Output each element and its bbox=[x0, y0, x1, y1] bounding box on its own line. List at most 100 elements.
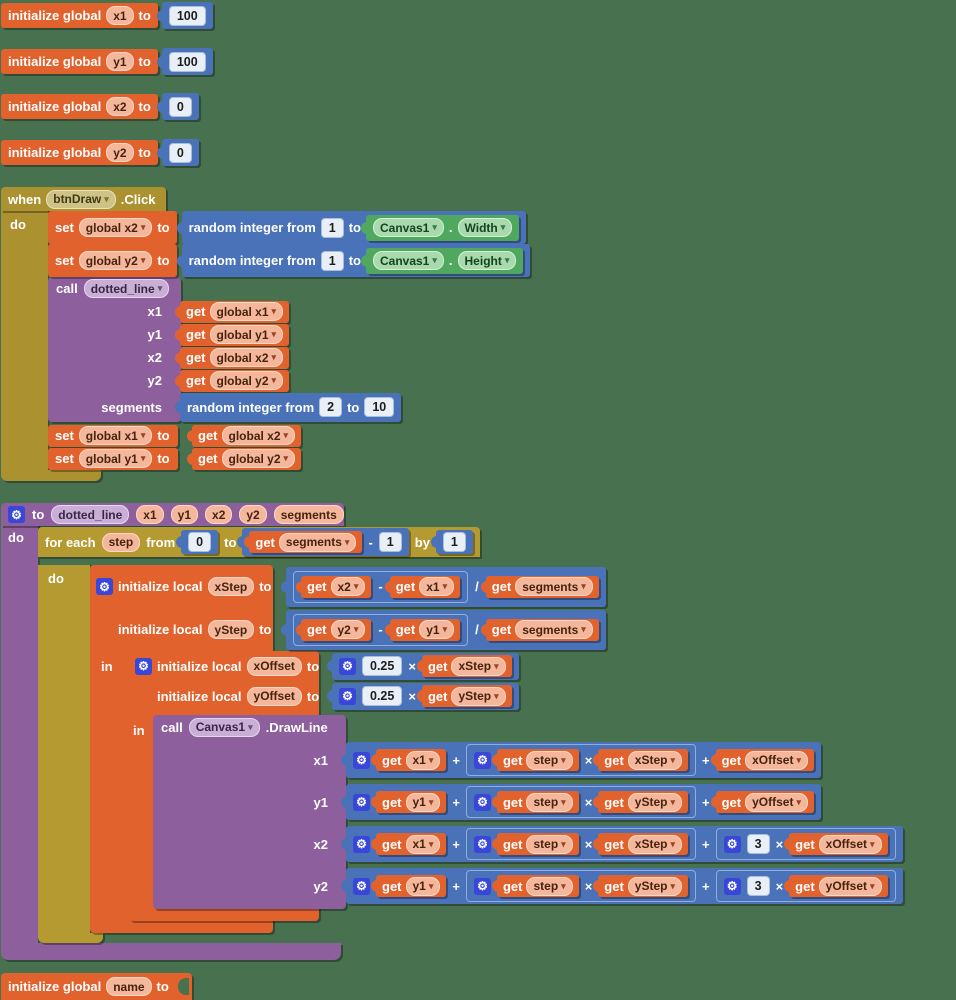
number-field[interactable]: 1 bbox=[378, 532, 402, 552]
number-block[interactable]: 1 bbox=[435, 530, 473, 554]
var-dropdown[interactable]: xStep ▾ bbox=[627, 750, 683, 770]
var-dropdown[interactable]: y1 ▾ bbox=[419, 620, 455, 639]
procedure-header[interactable]: ⚙ to dotted_line x1 y1 x2 y2 segments bbox=[1, 503, 344, 526]
set-block[interactable]: set global x2 ▾ to bbox=[48, 211, 177, 244]
mutator-gear-icon[interactable]: ⚙ bbox=[96, 578, 113, 595]
get-block[interactable]: get xOffset ▾ bbox=[715, 749, 814, 771]
init-global-y1-block[interactable]: initialize global y1 to 100 bbox=[1, 48, 213, 75]
get-block[interactable]: get yOffset ▾ bbox=[789, 875, 888, 897]
component-dropdown[interactable]: btnDraw ▾ bbox=[46, 189, 116, 209]
component-getter-block[interactable]: Canvas1 ▾ . Width ▾ bbox=[365, 214, 520, 241]
get-block[interactable]: get global y2 ▾ bbox=[192, 447, 302, 470]
get-block[interactable]: get segments ▾ bbox=[249, 531, 363, 553]
get-block[interactable]: get xOffset ▾ bbox=[789, 833, 888, 855]
var-dropdown[interactable]: y1 ▾ bbox=[405, 792, 441, 812]
var-dropdown[interactable]: y2 ▾ bbox=[330, 620, 366, 639]
init-global-x2-body[interactable]: initialize global x2 to bbox=[1, 94, 158, 119]
mutator-gear-icon[interactable]: ⚙ bbox=[473, 751, 491, 769]
set-block[interactable]: set global x1 ▾ to bbox=[48, 424, 178, 447]
number-field[interactable]: 1 bbox=[442, 532, 466, 552]
addition-block[interactable]: ⚙ get x1 ▾ + ⚙ bbox=[346, 826, 903, 862]
call-dotted-line-block[interactable]: call dotted_line ▾ x1 get global x1 ▾ y1 g… bbox=[48, 277, 402, 422]
var-dropdown[interactable]: global y2 ▾ bbox=[78, 251, 153, 270]
drawline-header[interactable]: call Canvas1 ▾ .DrawLine bbox=[153, 715, 346, 739]
var-dropdown[interactable]: x1 ▾ bbox=[405, 834, 441, 854]
get-block[interactable]: get global y1 ▾ bbox=[180, 323, 290, 346]
local-name-chip[interactable]: xOffset bbox=[246, 656, 302, 676]
addition-block[interactable]: ⚙ get y1 ▾ + ⚙ bbox=[346, 784, 821, 820]
number-block[interactable]: 0 bbox=[181, 530, 219, 554]
var-dropdown[interactable]: yOffset ▾ bbox=[818, 876, 882, 896]
set-global-x2-row[interactable]: set global x2 ▾ to random integer from 1 … bbox=[48, 211, 530, 244]
var-dropdown[interactable]: step ▾ bbox=[526, 834, 573, 854]
procedure-dotted-line-block[interactable]: ⚙ to dotted_line x1 y1 x2 y2 segments do… bbox=[1, 503, 903, 960]
get-block[interactable]: get step ▾ bbox=[496, 875, 579, 897]
get-block[interactable]: get x2 ▾ bbox=[301, 575, 372, 598]
get-block[interactable]: get global y2 ▾ bbox=[180, 369, 290, 392]
init-local-label-cell[interactable]: ⚙ initialize local xStep to bbox=[90, 577, 279, 596]
var-dropdown[interactable]: yOffset ▾ bbox=[745, 792, 808, 812]
var-dropdown[interactable]: global x1 ▾ bbox=[78, 426, 153, 445]
var-dropdown[interactable]: yStep ▾ bbox=[627, 792, 683, 812]
random-integer-block[interactable]: random integer from 2 to 10 bbox=[180, 392, 402, 422]
mutator-gear-icon[interactable]: ⚙ bbox=[723, 835, 741, 853]
set-block[interactable]: set global y2 ▾ to bbox=[48, 244, 177, 277]
var-dropdown[interactable]: global x2 ▾ bbox=[78, 218, 153, 237]
var-dropdown[interactable]: segments ▾ bbox=[515, 620, 593, 639]
param-chip-x1[interactable]: x1 bbox=[136, 505, 164, 524]
set-block[interactable]: set global y1 ▾ to bbox=[48, 447, 178, 470]
init-global-name-block[interactable]: initialize global name to bbox=[1, 973, 192, 1000]
get-block[interactable]: get yStep ▾ bbox=[598, 791, 689, 813]
mutator-gear-icon[interactable]: ⚙ bbox=[339, 687, 356, 705]
get-block[interactable]: get step ▾ bbox=[496, 833, 579, 855]
when-do-gutter[interactable]: do bbox=[1, 211, 48, 470]
var-dropdown[interactable]: x1 ▾ bbox=[419, 577, 455, 596]
get-block[interactable]: get segments ▾ bbox=[485, 618, 599, 641]
init-local-label-cell[interactable]: ⚙ initialize local yStep to bbox=[90, 620, 279, 639]
var-dropdown[interactable]: x2 ▾ bbox=[330, 577, 366, 596]
multiply-block[interactable]: ⚙ 0.25 × get xStep ▾ bbox=[332, 652, 519, 680]
multiply-block[interactable]: ⚙ 3 × get xOffset ▾ bbox=[715, 828, 896, 860]
loop-var-chip[interactable]: step bbox=[101, 532, 141, 552]
var-name-chip[interactable]: x1 bbox=[106, 6, 134, 25]
var-dropdown[interactable]: x1 ▾ bbox=[405, 750, 441, 770]
var-dropdown[interactable]: step ▾ bbox=[526, 876, 573, 896]
var-dropdown[interactable]: step ▾ bbox=[526, 792, 573, 812]
init-global-name-body[interactable]: initialize global name to bbox=[1, 973, 192, 1000]
get-block[interactable]: get segments ▾ bbox=[485, 575, 599, 598]
subtraction-block[interactable]: get x2 ▾ - get x1 ▾ bbox=[293, 570, 469, 603]
from-field[interactable]: 1 bbox=[320, 217, 344, 238]
get-block[interactable]: get xStep ▾ bbox=[598, 833, 689, 855]
division-block[interactable]: get y2 ▾ - get y1 ▾ / bbox=[286, 609, 606, 650]
to-field[interactable]: 10 bbox=[364, 397, 395, 417]
for-each-do-gutter[interactable]: do bbox=[38, 565, 90, 933]
local-name-chip[interactable]: xStep bbox=[207, 577, 255, 596]
param-chip-y2[interactable]: y2 bbox=[239, 505, 267, 524]
number-field[interactable]: 3 bbox=[746, 876, 770, 896]
local-name-chip[interactable]: yOffset bbox=[246, 686, 302, 706]
var-name-chip[interactable]: y2 bbox=[106, 143, 134, 162]
get-block[interactable]: get step ▾ bbox=[496, 791, 579, 813]
var-dropdown[interactable]: segments ▾ bbox=[278, 532, 357, 552]
addition-block[interactable]: ⚙ get y1 ▾ + ⚙ bbox=[346, 868, 903, 904]
var-dropdown[interactable]: xOffset ▾ bbox=[818, 834, 882, 854]
multiply-block[interactable]: ⚙ 0.25 × get yStep ▾ bbox=[332, 682, 519, 710]
from-field[interactable]: 2 bbox=[319, 397, 343, 417]
mutator-gear-icon[interactable]: ⚙ bbox=[353, 877, 370, 895]
mutator-gear-icon[interactable]: ⚙ bbox=[339, 657, 356, 675]
init-global-x2-block[interactable]: initialize global x2 to 0 bbox=[1, 93, 199, 120]
property-dropdown[interactable]: Height ▾ bbox=[457, 251, 517, 270]
number-field[interactable]: 3 bbox=[746, 834, 770, 854]
var-dropdown[interactable]: global x1 ▾ bbox=[209, 302, 284, 321]
component-dropdown[interactable]: Canvas1 ▾ bbox=[188, 717, 260, 737]
procedure-dropdown[interactable]: dotted_line ▾ bbox=[83, 279, 170, 298]
multiply-block[interactable]: ⚙ get step ▾ × bbox=[465, 744, 697, 776]
get-block[interactable]: get global x1 ▾ bbox=[180, 300, 290, 323]
init-global-y2-block[interactable]: initialize global y2 to 0 bbox=[1, 139, 199, 166]
property-dropdown[interactable]: Width ▾ bbox=[457, 218, 513, 237]
mutator-gear-icon[interactable]: ⚙ bbox=[353, 835, 370, 853]
when-btndraw-click-block[interactable]: when btnDraw ▾ .Click do set global x2 ▾ t… bbox=[1, 187, 531, 481]
get-block[interactable]: get global x2 ▾ bbox=[180, 346, 290, 369]
var-name-chip[interactable]: y1 bbox=[106, 52, 134, 71]
empty-socket[interactable] bbox=[177, 978, 189, 995]
